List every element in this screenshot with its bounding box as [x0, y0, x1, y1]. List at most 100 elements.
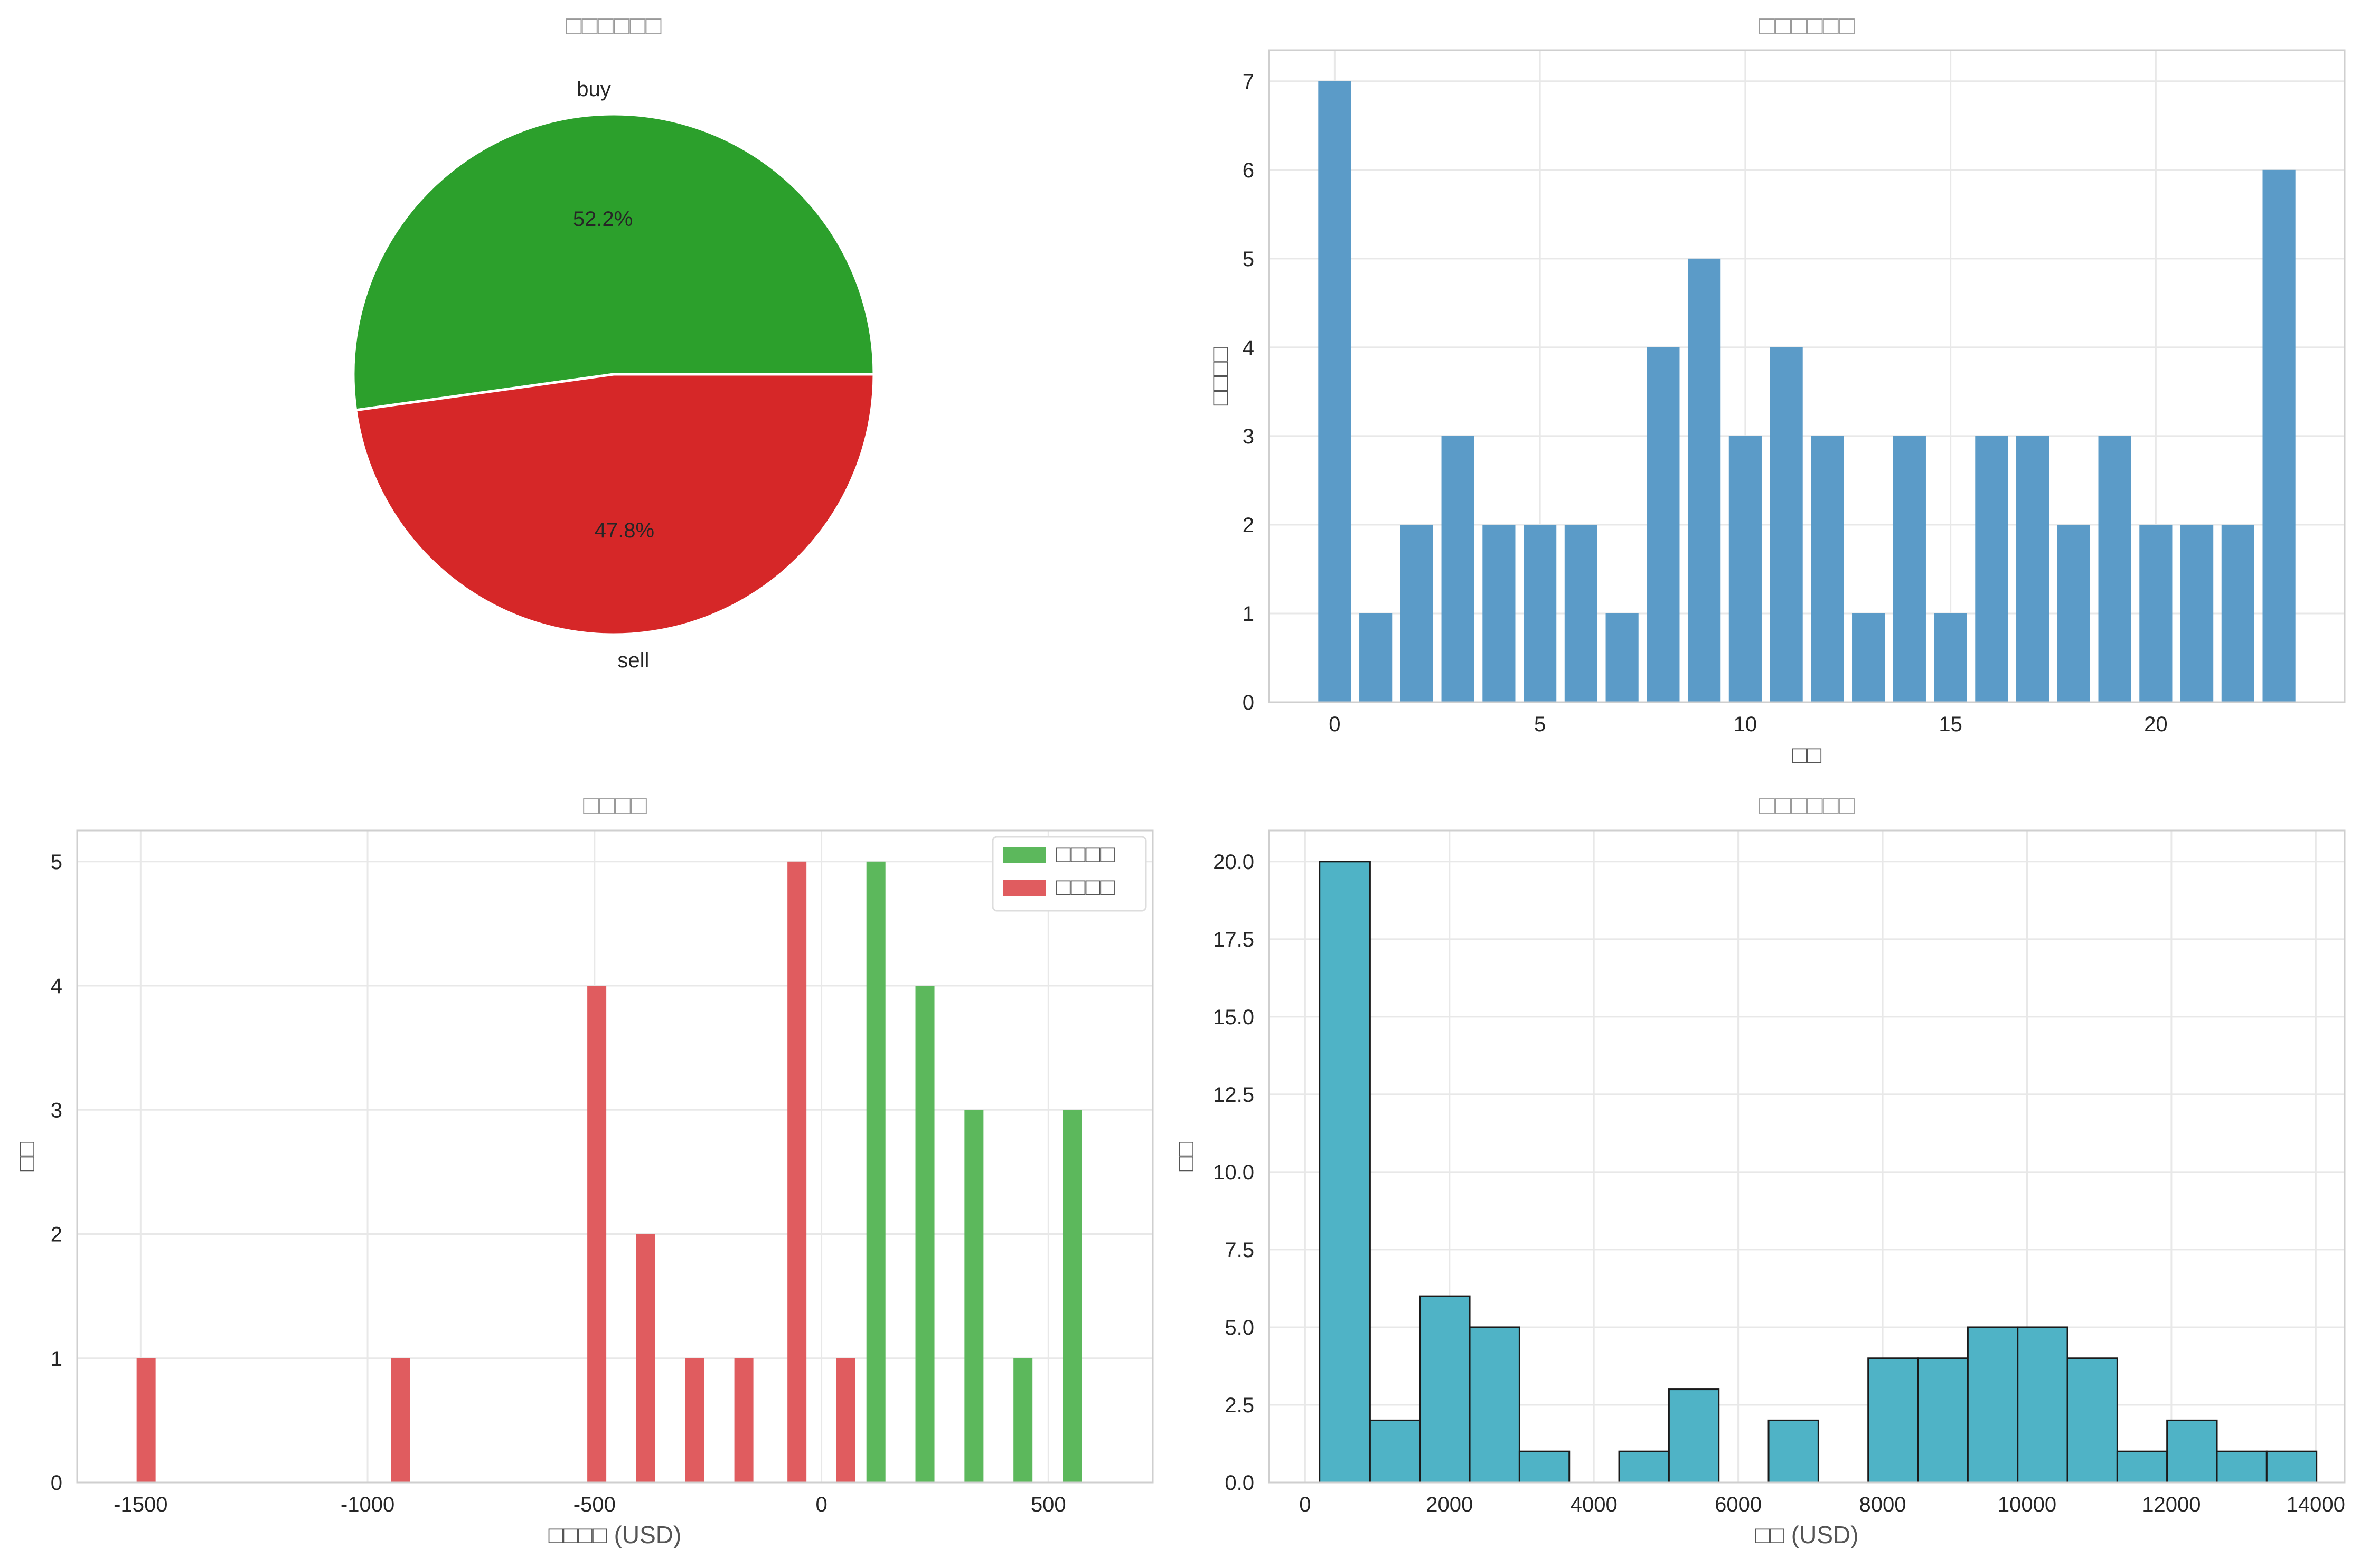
- y-tick-label: 0: [51, 1471, 62, 1495]
- histogram-bar: [2216, 1450, 2268, 1484]
- histogram-bar: [1419, 1295, 1471, 1484]
- y-tick-label: 4: [1243, 336, 1254, 360]
- bar: [1852, 613, 1885, 702]
- pie-label-buy: buy: [577, 78, 611, 101]
- y-tick-label: 5: [1243, 248, 1254, 271]
- histogram-bar: [1917, 1357, 1969, 1484]
- plot-frame: [1268, 49, 2346, 703]
- x-tick-label: 6000: [1715, 1493, 1762, 1516]
- y-tick-label: 7: [1243, 70, 1254, 93]
- bar: [2221, 524, 2254, 702]
- x-tick-label: 10000: [1998, 1493, 2056, 1516]
- histogram-bar: [1967, 1326, 2019, 1484]
- y-tick-label: 17.5: [1213, 928, 1254, 951]
- histogram-bar: [1369, 1419, 1421, 1484]
- y-tick-label: 0.0: [1225, 1471, 1254, 1495]
- bar: [866, 861, 886, 1482]
- x-tick-label: -500: [573, 1493, 616, 1516]
- x-tick-label: -1000: [341, 1493, 394, 1516]
- pie-slice-buy: [352, 112, 876, 412]
- pie-label-sell: sell: [617, 649, 649, 672]
- y-tick-label: 10.0: [1213, 1161, 1254, 1184]
- y-tick-label: 15.0: [1213, 1006, 1254, 1029]
- bar: [2139, 524, 2173, 702]
- histogram-bar: [1867, 1357, 1919, 1484]
- bar: [915, 986, 935, 1482]
- histogram-bar: [2066, 1357, 2118, 1484]
- histogram-bar: [2017, 1326, 2068, 1484]
- y-tick-label: 2.5: [1225, 1394, 1254, 1417]
- x-tick-label: 500: [1031, 1493, 1066, 1516]
- bar: [685, 1358, 704, 1482]
- bar: [2016, 436, 2049, 702]
- x-axis-label: □□: [1792, 741, 1822, 768]
- y-tick-label: 12.5: [1213, 1083, 1254, 1107]
- x-tick-label: 10: [1734, 713, 1757, 736]
- bar: [1063, 1110, 1082, 1482]
- bar: [587, 986, 607, 1482]
- y-tick-label: 0: [1243, 691, 1254, 714]
- x-tick-label: 12000: [2142, 1493, 2201, 1516]
- bar: [1811, 436, 1844, 702]
- bar: [636, 1234, 655, 1482]
- y-tick-label: 7.5: [1225, 1239, 1254, 1262]
- plot-frame: [1268, 829, 2346, 1484]
- bar: [1770, 347, 1803, 702]
- y-tick-label: 4: [51, 975, 62, 998]
- bar: [734, 1358, 754, 1482]
- histogram-bar: [1618, 1450, 1670, 1484]
- y-tick-label: 5: [51, 851, 62, 874]
- bar: [2180, 524, 2214, 702]
- y-tick-label: 20.0: [1213, 851, 1254, 874]
- y-tick-label: 1: [1243, 602, 1254, 626]
- bar: [1013, 1358, 1033, 1482]
- y-tick-label: 2: [1243, 514, 1254, 537]
- x-tick-label: 4000: [1571, 1493, 1618, 1516]
- y-axis-label: □□: [12, 1142, 40, 1172]
- bar: [1482, 524, 1516, 702]
- legend-label: □□□□: [1056, 840, 1115, 867]
- legend-label: □□□□: [1056, 873, 1115, 900]
- pie-percent-sell: 47.8%: [595, 519, 654, 542]
- bar: [1318, 81, 1351, 702]
- y-tick-label: 2: [51, 1223, 62, 1246]
- bar: [1400, 524, 1433, 702]
- y-tick-label: 6: [1243, 159, 1254, 182]
- y-axis-label: □□: [1171, 1142, 1199, 1172]
- histogram-bar: [1319, 861, 1371, 1484]
- histogram-bar: [1767, 1419, 1819, 1484]
- bar-chart-title: □□□□□□: [1759, 11, 1855, 40]
- bar: [836, 1358, 855, 1482]
- y-tick-label: 5.0: [1225, 1316, 1254, 1339]
- x-axis-label: □□ (USD): [1755, 1521, 1858, 1548]
- bar: [2098, 436, 2131, 702]
- bar: [1524, 524, 1557, 702]
- bar: [1441, 436, 1474, 702]
- bar: [1688, 258, 1721, 702]
- bar: [391, 1358, 410, 1482]
- bar: [1934, 613, 1967, 702]
- x-tick-label: 5: [1534, 713, 1546, 736]
- plot-frame: [76, 829, 1154, 1484]
- bar: [1359, 613, 1393, 702]
- x-tick-label: 2000: [1426, 1493, 1473, 1516]
- y-axis-label: □□□□: [1206, 347, 1233, 405]
- bar: [964, 1110, 984, 1482]
- x-tick-label: 15: [1939, 713, 1962, 736]
- pie-title: □□□□□□: [566, 11, 662, 40]
- bar: [1975, 436, 2008, 702]
- x-tick-label: 20: [2144, 713, 2168, 736]
- histogram-bar: [1518, 1450, 1571, 1484]
- histogram-bar: [2166, 1419, 2218, 1484]
- bar: [1728, 436, 1762, 702]
- x-tick-label: -1500: [114, 1493, 167, 1516]
- amount-histogram: □□□□□□ 0.0 2.5 5.0 7.5 10.0 12.5 15.0 17.5 20.0 0 2…: [1171, 790, 2346, 1548]
- bar: [1605, 613, 1639, 702]
- histogram-bar: [2265, 1450, 2318, 1484]
- x-tick-label: 0: [815, 1493, 827, 1516]
- amount-title: □□□□□□: [1759, 790, 1855, 820]
- legend: □□□□ □□□□: [992, 836, 1147, 912]
